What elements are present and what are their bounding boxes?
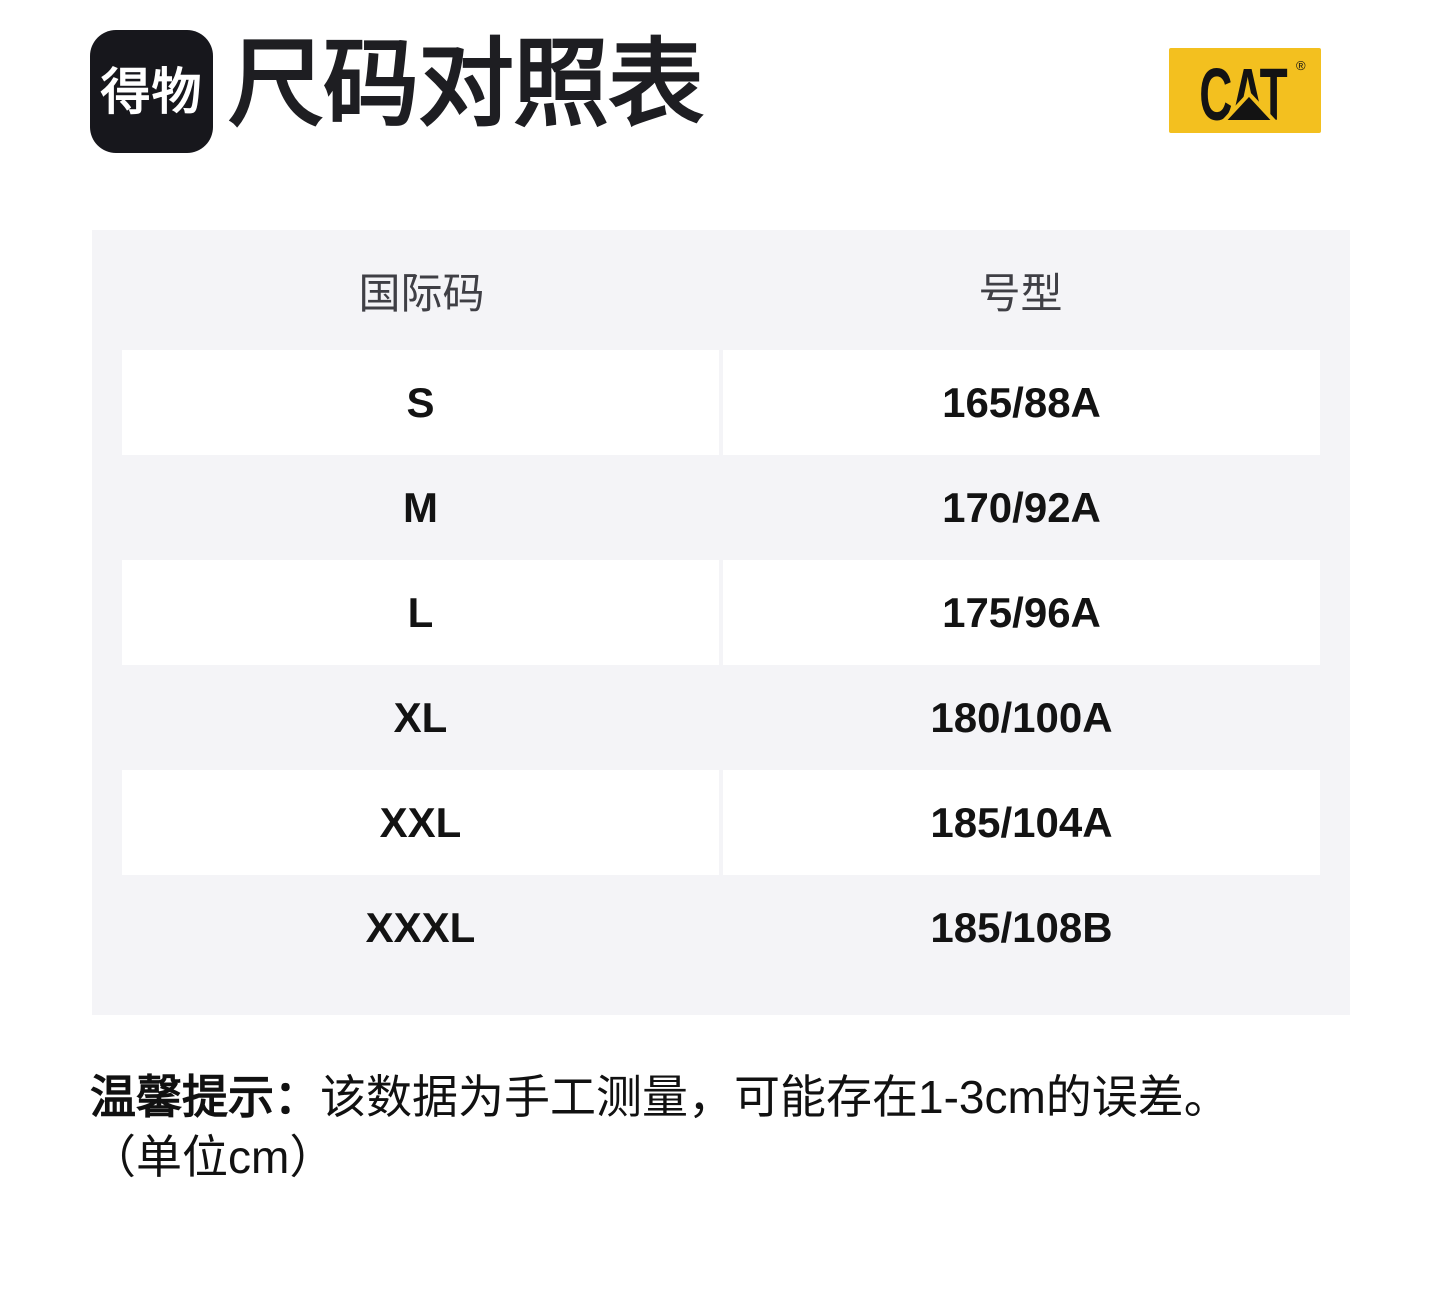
note-unit: （单位cm） [90,1130,336,1183]
note-label: 温馨提示： [90,1071,320,1123]
column-header-international-size: 国际码 [358,269,485,317]
dewu-logo-text: 得物 [100,63,203,120]
measurement-note: 温馨提示：该数据为手工测量，可能存在1-3cm的误差。 （单位cm） [90,1068,1360,1188]
column-header-spec: 号型 [978,269,1063,317]
cat-brand-logo-icon: CAT ® [1169,48,1321,133]
page-title: 尺码对照表 [228,31,704,138]
table-row: XL 180/100A [122,665,1320,770]
dewu-app-logo-icon: 得物 [90,30,213,153]
size-cell: M [403,483,438,531]
table-header-row: 国际码 号型 [122,230,1320,350]
spec-cell: 185/108B [930,903,1113,951]
spec-cell: 170/92A [942,483,1101,531]
spec-cell: 185/104A [723,770,1320,875]
size-cell: XXXL [365,903,476,951]
table-row: XXL 185/104A [122,770,1320,875]
size-cell: XXL [122,770,719,875]
spec-cell: 180/100A [930,693,1113,741]
table-row: M 170/92A [122,455,1320,560]
size-cell: XL [393,693,448,741]
table-row: L 175/96A [122,560,1320,665]
size-cell: L [122,560,719,665]
table-row: S 165/88A [122,350,1320,455]
size-cell: S [122,350,719,455]
table-row: XXXL 185/108B [122,875,1320,980]
spec-cell: 175/96A [723,560,1320,665]
note-text: 该数据为手工测量，可能存在1-3cm的误差。 [320,1071,1230,1123]
registered-trademark-icon: ® [1296,58,1306,73]
spec-cell: 165/88A [723,350,1320,455]
size-table: 国际码 号型 S 165/88A M 170/92A L 175/96A XL … [92,230,1350,1015]
